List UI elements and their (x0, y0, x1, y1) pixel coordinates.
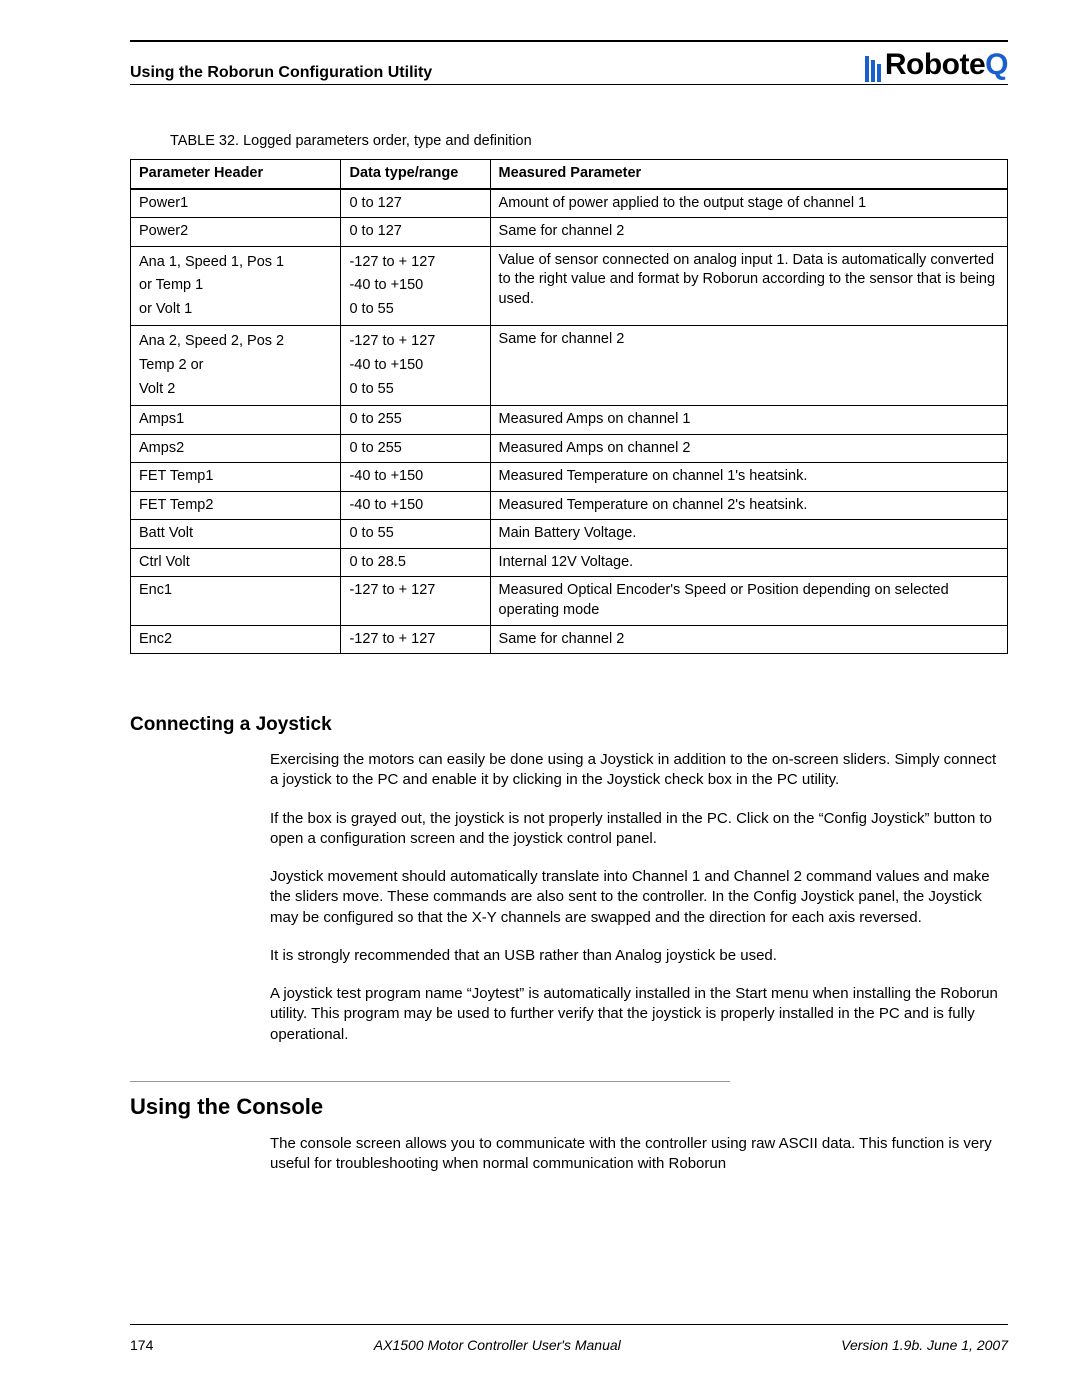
page-footer: 174 AX1500 Motor Controller User's Manua… (130, 1337, 1008, 1353)
cell-parameter-header: Batt Volt (131, 520, 341, 549)
cell-parameter-header: Enc2 (131, 625, 341, 654)
cell-parameter-header: Ctrl Volt (131, 548, 341, 577)
cell-data-type: -127 to + 127 (341, 625, 490, 654)
logo-text: RoboteQ (885, 48, 1008, 82)
cell-measured-parameter: Measured Amps on channel 1 (490, 406, 1007, 435)
cell-measured-parameter: Value of sensor connected on analog inpu… (490, 246, 1007, 326)
heading-connecting-joystick: Connecting a Joystick (130, 714, 1008, 736)
cell-parameter-header: Ana 1, Speed 1, Pos 1or Temp 1or Volt 1 (131, 246, 341, 326)
footer-rule (130, 1324, 1008, 1325)
parameters-table: Parameter Header Data type/range Measure… (130, 159, 1008, 654)
cell-data-type: 0 to 55 (341, 520, 490, 549)
cell-measured-parameter: Measured Temperature on channel 2's heat… (490, 491, 1007, 520)
cell-parameter-header: Amps2 (131, 434, 341, 463)
table-row: Amps20 to 255Measured Amps on channel 2 (131, 434, 1008, 463)
cell-data-type: 0 to 255 (341, 434, 490, 463)
page: Using the Roborun Configuration Utility … (0, 0, 1080, 1397)
cell-parameter-header: Ana 2, Speed 2, Pos 2Temp 2 orVolt 2 (131, 326, 341, 406)
table-row: FET Temp2-40 to +150Measured Temperature… (131, 491, 1008, 520)
cell-data-type: 0 to 255 (341, 406, 490, 435)
top-rule (130, 40, 1008, 42)
logo-bars-icon (865, 56, 881, 82)
table-row: Ana 1, Speed 1, Pos 1or Temp 1or Volt 1-… (131, 246, 1008, 326)
col-header-datatype: Data type/range (341, 160, 490, 189)
col-header-measured: Measured Parameter (490, 160, 1007, 189)
cell-measured-parameter: Measured Amps on channel 2 (490, 434, 1007, 463)
cell-measured-parameter: Amount of power applied to the output st… (490, 189, 1007, 218)
body-paragraph: A joystick test program name “Joytest” i… (270, 984, 1008, 1045)
page-header: Using the Roborun Configuration Utility … (130, 48, 1008, 85)
cell-data-type: -127 to + 127-40 to +1500 to 55 (341, 246, 490, 326)
table-row: FET Temp1-40 to +150Measured Temperature… (131, 463, 1008, 492)
body-paragraph: Joystick movement should automatically t… (270, 867, 1008, 928)
body-paragraph: It is strongly recommended that an USB r… (270, 946, 1008, 966)
logo-text-pre: Robote (885, 48, 985, 81)
footer-version: Version 1.9b. June 1, 2007 (841, 1337, 1008, 1353)
body-paragraph: If the box is grayed out, the joystick i… (270, 809, 1008, 850)
body-paragraph: Exercising the motors can easily be done… (270, 750, 1008, 791)
cell-parameter-header: Amps1 (131, 406, 341, 435)
cell-data-type: 0 to 28.5 (341, 548, 490, 577)
heading-using-console: Using the Console (130, 1094, 1008, 1120)
page-number: 174 (130, 1337, 153, 1353)
cell-measured-parameter: Measured Optical Encoder's Speed or Posi… (490, 577, 1007, 625)
cell-parameter-header: Enc1 (131, 577, 341, 625)
table-row: Power20 to 127Same for channel 2 (131, 218, 1008, 247)
cell-measured-parameter: Internal 12V Voltage. (490, 548, 1007, 577)
table-row: Enc1-127 to + 127Measured Optical Encode… (131, 577, 1008, 625)
cell-measured-parameter: Main Battery Voltage. (490, 520, 1007, 549)
cell-measured-parameter: Same for channel 2 (490, 326, 1007, 406)
cell-measured-parameter: Same for channel 2 (490, 625, 1007, 654)
body-paragraph: The console screen allows you to communi… (270, 1134, 1008, 1175)
cell-data-type: -127 to + 127-40 to +1500 to 55 (341, 326, 490, 406)
col-header-parameter: Parameter Header (131, 160, 341, 189)
table-row: Ana 2, Speed 2, Pos 2Temp 2 orVolt 2-127… (131, 326, 1008, 406)
cell-parameter-header: FET Temp2 (131, 491, 341, 520)
table-caption: TABLE 32. Logged parameters order, type … (170, 133, 1008, 149)
cell-parameter-header: FET Temp1 (131, 463, 341, 492)
cell-data-type: 0 to 127 (341, 189, 490, 218)
table-row: Batt Volt0 to 55Main Battery Voltage. (131, 520, 1008, 549)
header-section-title: Using the Roborun Configuration Utility (130, 64, 432, 82)
brand-logo: RoboteQ (865, 48, 1008, 82)
cell-measured-parameter: Measured Temperature on channel 1's heat… (490, 463, 1007, 492)
cell-data-type: -127 to + 127 (341, 577, 490, 625)
table-row: Enc2-127 to + 127Same for channel 2 (131, 625, 1008, 654)
table-header-row: Parameter Header Data type/range Measure… (131, 160, 1008, 189)
table-row: Ctrl Volt0 to 28.5Internal 12V Voltage. (131, 548, 1008, 577)
logo-text-q: Q (985, 48, 1008, 81)
table-row: Amps10 to 255Measured Amps on channel 1 (131, 406, 1008, 435)
cell-parameter-header: Power2 (131, 218, 341, 247)
cell-data-type: 0 to 127 (341, 218, 490, 247)
table-row: Power10 to 127Amount of power applied to… (131, 189, 1008, 218)
footer-doc-title: AX1500 Motor Controller User's Manual (374, 1337, 621, 1353)
cell-parameter-header: Power1 (131, 189, 341, 218)
section-divider (130, 1081, 730, 1082)
cell-measured-parameter: Same for channel 2 (490, 218, 1007, 247)
cell-data-type: -40 to +150 (341, 463, 490, 492)
cell-data-type: -40 to +150 (341, 491, 490, 520)
